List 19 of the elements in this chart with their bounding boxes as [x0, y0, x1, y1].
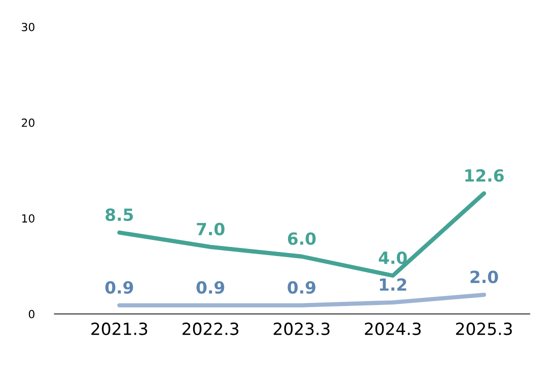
x-tick-label: 2025.3: [456, 322, 512, 336]
data-label: 0.9: [196, 281, 224, 294]
data-label: 6.0: [288, 232, 316, 245]
data-label: 7.0: [196, 222, 224, 236]
data-label: 2.0: [470, 270, 498, 284]
y-tick-label: 20: [22, 118, 34, 127]
data-label: 0.9: [105, 281, 134, 294]
y-tick-label: 30: [22, 22, 34, 32]
y-tick-label: 10: [22, 214, 34, 223]
x-tick-label: 2021.3: [91, 322, 148, 336]
data-label: 4.0: [378, 251, 407, 264]
data-label: 0.9: [288, 281, 316, 294]
data-label: 1.2: [380, 278, 406, 291]
data-label: 12.6: [465, 169, 504, 182]
x-tick-label: 2024.3: [364, 322, 421, 336]
x-tick-label: 2023.3: [274, 322, 330, 336]
data-label: 8.5: [106, 208, 133, 222]
x-tick-label: 2022.3: [182, 322, 238, 336]
y-tick-label: 0: [28, 310, 34, 318]
